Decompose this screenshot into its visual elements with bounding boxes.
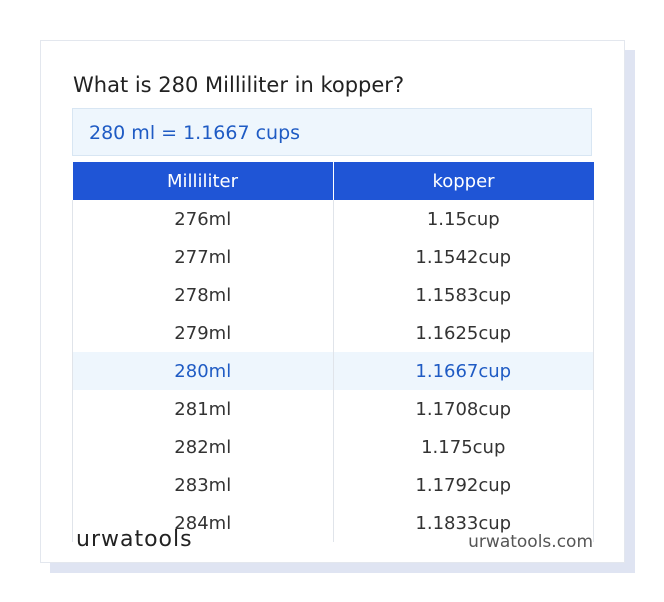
result: 280 ml = 1.1667 cups <box>72 108 592 156</box>
table-cell: 1.1583cup <box>332 276 594 314</box>
table-cell: 283ml <box>72 466 334 504</box>
table-row: 279ml 1.1625cup <box>72 314 594 352</box>
table-cell: 1.1833cup <box>332 504 594 542</box>
site-link[interactable]: urwatools.com <box>468 532 593 552</box>
table-cell: 281ml <box>72 390 334 428</box>
table-row: 276ml 1.15cup <box>72 200 594 238</box>
table-cell: 1.15cup <box>332 200 594 238</box>
table-row: 283ml 1.1792cup <box>72 466 594 504</box>
table-cell: 284ml <box>72 504 334 542</box>
table-cell: 1.1792cup <box>332 466 594 504</box>
table-cell: 1.1542cup <box>332 238 594 276</box>
table-cell: 1.175cup <box>332 428 594 466</box>
table-cell: 279ml <box>72 314 334 352</box>
column-header: Milliliter <box>72 162 333 200</box>
table-row: 280ml 1.1667cup <box>72 352 594 390</box>
table-cell: 277ml <box>72 238 334 276</box>
table-cell: 276ml <box>72 200 334 238</box>
table-row: 281ml 1.1708cup <box>72 390 594 428</box>
table-row: 277ml 1.1542cup <box>72 238 594 276</box>
table-row: 284ml 1.1833cup <box>72 504 594 542</box>
conversion-table: Milliliter kopper 276ml 1.15cup 277ml 1.1542… <box>72 162 594 542</box>
table-cell: 1.1625cup <box>332 314 594 352</box>
title: What is 280 Milliliter in kopper? <box>73 73 405 97</box>
logo[interactable]: urwatools <box>76 527 193 552</box>
card: What is 280 Milliliter in kopper? 280 ml… <box>40 40 625 563</box>
table-cell: 1.1708cup <box>332 390 594 428</box>
column-header: kopper <box>332 162 594 200</box>
table-row: 282ml 1.175cup <box>72 428 594 466</box>
table-cell: 280ml <box>72 352 334 390</box>
table-cell: 1.1667cup <box>332 352 594 390</box>
table-cell: 278ml <box>72 276 334 314</box>
table-row: 278ml 1.1583cup <box>72 276 594 314</box>
table-cell: 282ml <box>72 428 334 466</box>
